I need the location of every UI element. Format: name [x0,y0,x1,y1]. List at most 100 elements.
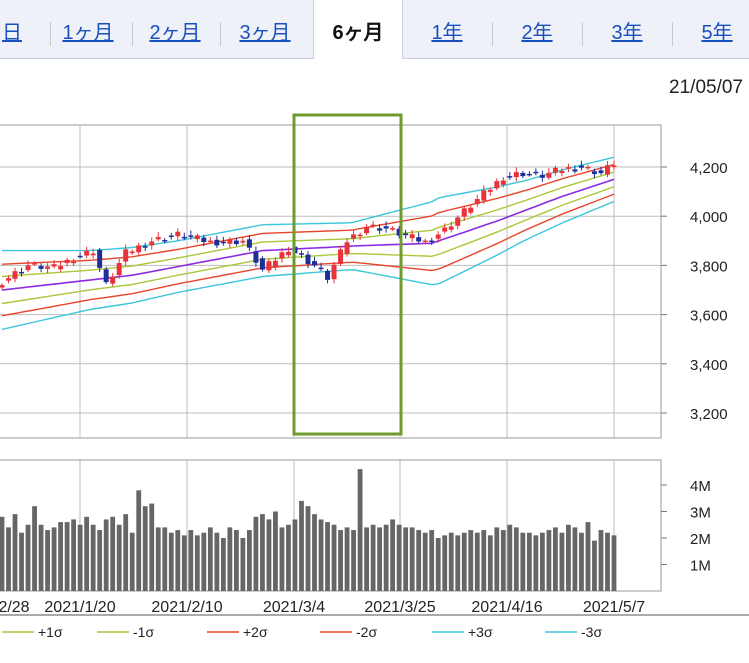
volume-bar [559,532,565,591]
volume-bar [240,538,246,591]
candle-body [344,242,350,254]
volume-bar [305,506,311,591]
tab-separator [672,22,673,46]
tab-4[interactable]: 6ヶ月 [313,0,403,59]
candle-body [149,241,155,246]
candle-body [546,172,552,178]
candle-body [526,173,532,176]
volume-bar [513,527,519,591]
volume-bar [194,535,200,591]
candle-body [507,176,513,178]
tab-5[interactable]: 1年 [431,22,463,44]
latest-date-label: 21/05/07 [669,77,743,98]
candle-body [32,263,38,265]
candle-body [207,240,213,243]
volume-bar [416,530,422,591]
price-tick-label: 4,000 [690,209,728,226]
candle-body [272,260,278,267]
legend-label: +2σ [243,624,268,640]
candle-body [474,199,480,205]
candle-body [559,170,565,173]
volume-bar [318,519,324,591]
volume-bar [572,527,578,591]
tab-6[interactable]: 2年 [521,22,553,44]
tab-separator [220,22,221,46]
volume-bar [162,527,168,591]
candle-body [298,253,304,255]
volume-bar [84,516,90,591]
tab-3[interactable]: 3ヶ月 [239,22,291,44]
volume-bar [461,532,467,591]
candle-body [305,254,311,265]
candle-body [64,259,70,264]
volume-tick-label: 3M [690,505,711,522]
legend-label: -3σ [581,624,602,640]
volume-bar [403,527,409,591]
price-tick-label: 3,800 [690,258,728,275]
volume-bar [553,527,558,591]
volume-bar [520,532,526,591]
legend-label: -2σ [356,624,377,640]
volume-bar [442,535,448,591]
volume-bar [526,532,532,591]
volume-bar [12,514,18,591]
volume-bar [338,530,343,591]
candle-body [51,264,57,267]
candle-body [533,171,539,174]
candle-body [19,271,25,274]
tab-8[interactable]: 5年 [701,22,733,44]
candle-body [468,207,474,213]
candle-body [591,171,597,175]
candle-body [338,249,344,264]
volume-bar [149,503,155,591]
volume-bar [383,524,389,591]
volume-bar [227,527,233,591]
volume-bar [325,522,330,591]
candle-body [188,235,194,237]
candle-body [90,253,96,256]
band-plus-sigma3 [2,156,615,252]
candle-body [194,235,200,240]
volume-bar [500,530,506,591]
candle-body [25,265,31,271]
candle-body [520,172,526,177]
tab-2[interactable]: 2ヶ月 [149,22,201,44]
candle-body [142,246,148,248]
tab-7[interactable]: 3年 [611,22,643,44]
x-tick-label: 2/28 [0,599,30,616]
candle-body [429,240,435,243]
candle-body [266,261,272,271]
candle-body [383,226,389,229]
candle-body [220,241,226,244]
candle-body [162,240,168,242]
tab-1[interactable]: 1ヶ月 [62,22,114,44]
candle-body [500,180,506,185]
volume-bar [364,527,369,591]
volume-bar [357,469,363,591]
volume-bar [351,530,356,591]
volume-bar [494,527,500,591]
tab-separator [131,22,133,46]
volume-bar [260,514,265,591]
volume-bar [110,516,116,591]
candle-body [377,228,383,231]
candle-body [403,233,409,236]
candle-body [611,165,617,168]
candle-body [318,267,324,270]
tab-0[interactable]: 日 [2,22,22,44]
volume-bar [487,535,493,591]
volume-bar [396,524,402,591]
candle-body [214,239,220,246]
candle-body [71,261,77,264]
volume-bar [38,524,44,591]
volume-tick-label: 1M [690,558,711,575]
volume-bar [0,516,5,591]
candle-body [12,271,18,279]
volume-bar [45,530,50,591]
legend-label: +1σ [38,624,63,640]
volume-bar [474,532,480,591]
x-tick-label: 2021/3/4 [263,599,325,616]
candle-body [364,226,370,234]
band-plus-sigma2 [1,163,615,265]
candle-body [259,258,265,270]
